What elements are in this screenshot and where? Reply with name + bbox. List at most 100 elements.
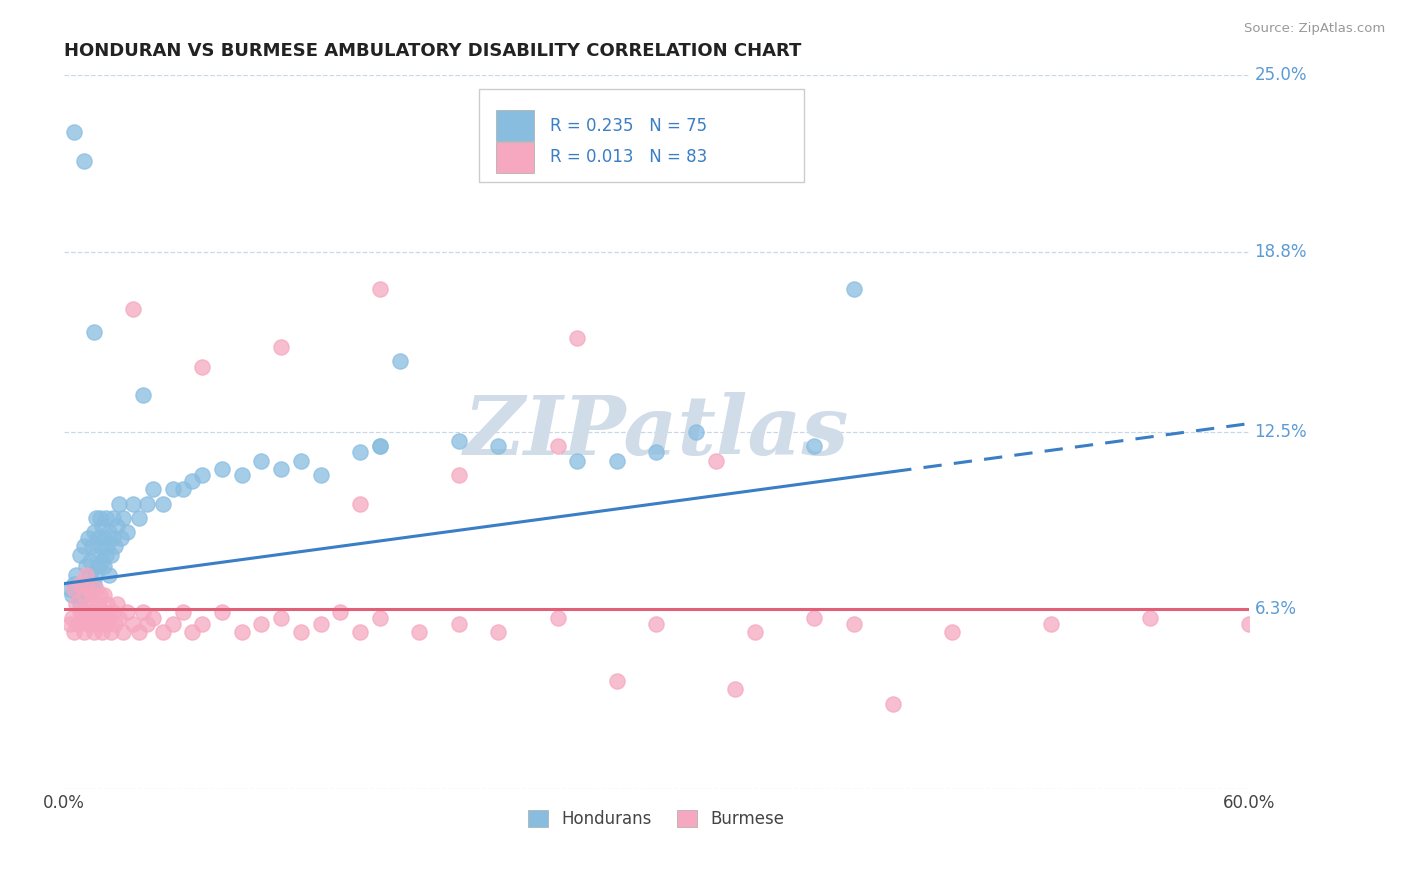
Point [63,125,86,139]
Text: HONDURAN VS BURMESE AMBULATORY DISABILITY CORRELATION CHART: HONDURAN VS BURMESE AMBULATORY DISABILIT… [65,42,801,60]
Point [1139,611,1161,625]
Point [309,616,332,631]
Point [79,597,101,611]
Point [69,597,91,611]
Point [368,611,391,625]
Point [100,548,122,562]
Point [309,468,332,483]
Point [162,483,184,497]
Point [105,519,128,533]
Text: R = 0.235   N = 75: R = 0.235 N = 75 [550,117,707,135]
Point [103,605,125,619]
Point [89,511,111,525]
Point [486,440,509,454]
Point [60,588,83,602]
Point [606,673,628,688]
Point [842,616,865,631]
Point [76,582,98,597]
Point [83,625,105,640]
Point [104,616,127,631]
Point [122,497,145,511]
Point [547,440,569,454]
Point [349,625,371,640]
Point [270,339,292,353]
Point [744,625,766,640]
Point [103,511,125,525]
Point [547,611,569,625]
Point [486,625,509,640]
Point [108,497,131,511]
Point [73,625,96,640]
Point [83,576,105,591]
Point [191,468,214,483]
Point [606,454,628,468]
Point [645,616,668,631]
Point [63,582,86,597]
Point [685,425,707,440]
Point [86,531,108,545]
Point [79,568,101,582]
Text: Source: ZipAtlas.com: Source: ZipAtlas.com [1244,22,1385,36]
Point [388,353,411,368]
Point [76,616,98,631]
Point [80,616,103,631]
Point [96,540,118,554]
Point [93,605,115,619]
Point [447,434,470,448]
Point [1040,616,1063,631]
Point [76,531,98,545]
Point [152,497,174,511]
Point [59,616,82,631]
Point [128,625,150,640]
Point [290,625,312,640]
Point [89,588,111,602]
Point [80,582,103,597]
Point [100,625,122,640]
Point [112,625,135,640]
Point [567,454,589,468]
Point [70,582,93,597]
Point [84,548,107,562]
Point [250,616,273,631]
Point [349,445,371,459]
Point [803,440,825,454]
Point [211,605,233,619]
Point [59,582,82,597]
Point [69,576,91,591]
Point [90,625,112,640]
Point [89,605,111,619]
Point [86,559,108,574]
Point [90,519,112,533]
Point [211,462,233,476]
Point [231,468,253,483]
FancyBboxPatch shape [496,110,534,141]
Point [941,625,963,640]
Point [83,605,105,619]
Point [93,559,115,574]
Point [181,474,204,488]
Point [136,497,159,511]
Y-axis label: Ambulatory Disability: Ambulatory Disability [0,350,7,515]
Point [93,588,115,602]
Text: 6.3%: 6.3% [1254,600,1296,618]
Point [803,611,825,625]
Point [290,454,312,468]
Point [66,616,89,631]
Point [90,554,112,568]
Point [1237,616,1260,631]
Point [250,454,273,468]
Text: ZIPatlas: ZIPatlas [464,392,849,472]
Point [105,597,128,611]
Point [80,540,103,554]
Point [80,588,103,602]
Point [73,153,96,168]
Point [79,554,101,568]
Point [724,682,747,697]
Point [93,531,115,545]
Point [98,611,121,625]
Point [368,440,391,454]
Point [104,540,127,554]
Point [704,454,727,468]
Text: R = 0.013   N = 83: R = 0.013 N = 83 [550,148,707,166]
Text: 18.8%: 18.8% [1254,244,1308,261]
